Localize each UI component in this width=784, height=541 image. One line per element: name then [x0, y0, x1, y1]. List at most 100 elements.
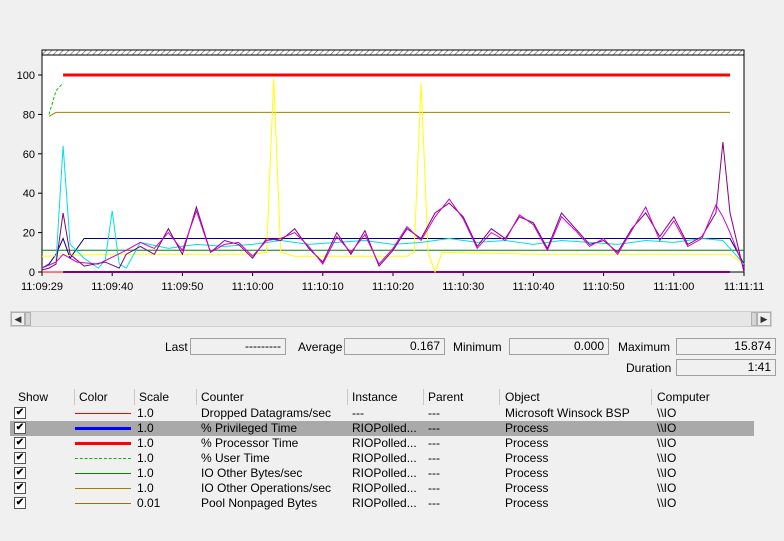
parent-cell: ---	[428, 496, 440, 510]
column-header-object[interactable]: Object	[505, 390, 540, 404]
column-header-color[interactable]: Color	[79, 390, 108, 404]
computer-cell: \\IO	[657, 436, 677, 450]
show-checkbox[interactable]: ✔	[14, 497, 26, 509]
show-checkbox[interactable]: ✔	[14, 452, 26, 464]
legend-row[interactable]: ✔ 1.0 IO Other Bytes/sec RIOPolled... --- Pro…	[10, 466, 754, 481]
show-checkbox[interactable]: ✔	[14, 467, 26, 479]
show-checkbox[interactable]: ✔	[14, 437, 26, 449]
object-cell: Process	[505, 466, 549, 480]
color-swatch	[75, 473, 131, 474]
scroll-thumb-left[interactable]	[25, 312, 31, 326]
color-swatch	[75, 488, 131, 489]
y-tick-label: 100	[17, 70, 35, 82]
minimum-value: 0.000	[509, 338, 609, 355]
column-header-counter[interactable]: Counter	[201, 390, 244, 404]
scroll-right-arrow-icon[interactable]: ▶	[757, 312, 771, 326]
column-divider	[196, 389, 197, 405]
y-tick-label: 40	[23, 188, 35, 200]
computer-cell: \\IO	[657, 421, 677, 435]
parent-cell: ---	[428, 466, 440, 480]
column-header-instance[interactable]: Instance	[352, 390, 398, 404]
parent-cell: ---	[428, 481, 440, 495]
time-scrollbar[interactable]: ◀ ▶	[10, 311, 772, 327]
object-cell: Process	[505, 421, 549, 435]
legend-row[interactable]: ✔ 0.01 Pool Nonpaged Bytes RIOPolled... --- P…	[10, 496, 754, 511]
show-checkbox[interactable]: ✔	[14, 422, 26, 434]
object-cell: Process	[505, 451, 549, 465]
minimum-label: Minimum	[453, 340, 502, 354]
legend-row[interactable]: ✔ 1.0 % User Time RIOPolled... --- Process \\I…	[10, 451, 754, 466]
plot-area	[41, 49, 745, 273]
x-tick-label: 11:11:00	[653, 281, 694, 293]
color-swatch	[75, 458, 131, 459]
scroll-left-arrow-icon[interactable]: ◀	[11, 312, 25, 326]
color-swatch	[75, 413, 131, 414]
column-header-computer[interactable]: Computer	[657, 390, 710, 404]
counter-cell: % Privileged Time	[201, 421, 298, 435]
counter-cell: IO Other Bytes/sec	[201, 466, 303, 480]
legend-row[interactable]: ✔ 1.0 % Privileged Time RIOPolled... --- Proc…	[10, 421, 754, 436]
column-header-parent[interactable]: Parent	[428, 390, 464, 404]
computer-cell: \\IO	[657, 451, 677, 465]
parent-cell: ---	[428, 436, 440, 450]
scale-cell: 0.01	[137, 496, 161, 510]
counter-cell: Pool Nonpaged Bytes	[201, 496, 318, 510]
scale-cell: 1.0	[137, 466, 154, 480]
column-divider	[423, 389, 424, 405]
x-tick-label: 11:10:50	[583, 281, 625, 293]
counter-cell: % Processor Time	[201, 436, 299, 450]
series-line-3	[48, 82, 64, 115]
y-tick-label: 0	[29, 267, 35, 279]
column-divider	[134, 389, 135, 405]
x-tick-label: 11:10:30	[442, 281, 484, 293]
show-checkbox[interactable]: ✔	[14, 407, 26, 419]
computer-cell: \\IO	[657, 496, 677, 510]
color-swatch	[75, 442, 131, 445]
object-cell: Process	[505, 436, 549, 450]
object-cell: Process	[505, 481, 549, 495]
column-divider	[74, 389, 75, 405]
parent-cell: ---	[428, 406, 440, 420]
y-tick-label: 80	[23, 109, 35, 121]
performance-graph[interactable]: 0 20 40 60 80 100 11:09:29 11:09:40 11:09:50 11:1…	[0, 0, 784, 310]
parent-cell: ---	[428, 451, 440, 465]
average-label: Average	[298, 340, 343, 354]
scroll-thumb-right[interactable]	[751, 312, 757, 326]
duration-label: Duration	[626, 361, 672, 375]
object-cell: Process	[505, 496, 549, 510]
maximum-label: Maximum	[618, 340, 671, 354]
computer-cell: \\IO	[657, 481, 677, 495]
instance-cell: ---	[352, 406, 364, 420]
column-divider	[347, 389, 348, 405]
column-divider	[651, 389, 652, 405]
x-tick-label: 11:10:20	[372, 281, 414, 293]
series-line-10	[41, 198, 745, 269]
series-line-4	[48, 111, 730, 117]
x-tick-label: 11:09:40	[91, 281, 133, 293]
color-swatch	[75, 427, 131, 430]
show-checkbox[interactable]: ✔	[14, 482, 26, 494]
scale-cell: 1.0	[137, 451, 154, 465]
computer-cell: \\IO	[657, 406, 677, 420]
scale-cell: 1.0	[137, 406, 154, 420]
scale-cell: 1.0	[137, 436, 154, 450]
y-tick-label: 60	[23, 149, 35, 161]
x-tick-label: 11:10:00	[232, 281, 274, 293]
instance-cell: RIOPolled...	[352, 421, 417, 435]
x-tick-label: 11:09:29	[21, 281, 63, 293]
counter-cell: IO Other Operations/sec	[201, 481, 332, 495]
legend-row[interactable]: ✔ 1.0 IO Other Operations/sec RIOPolled... -…	[10, 481, 754, 496]
legend-row[interactable]: ✔ 1.0 Dropped Datagrams/sec --- --- Microsoft…	[10, 406, 754, 421]
last-label: Last	[165, 340, 188, 354]
maximum-value: 15.874	[676, 338, 776, 355]
x-tick-label: 11:11:11	[724, 281, 764, 293]
column-header-scale[interactable]: Scale	[139, 390, 170, 404]
duration-value: 1:41	[676, 359, 776, 376]
legend-row[interactable]: ✔ 1.0 % Processor Time RIOPolled... --- Proce…	[10, 436, 754, 451]
column-header-show[interactable]: Show	[18, 390, 49, 404]
series-line-6	[41, 237, 745, 269]
instance-cell: RIOPolled...	[352, 451, 417, 465]
instance-cell: RIOPolled...	[352, 481, 417, 495]
scale-cell: 1.0	[137, 481, 154, 495]
scale-cell: 1.0	[137, 421, 154, 435]
